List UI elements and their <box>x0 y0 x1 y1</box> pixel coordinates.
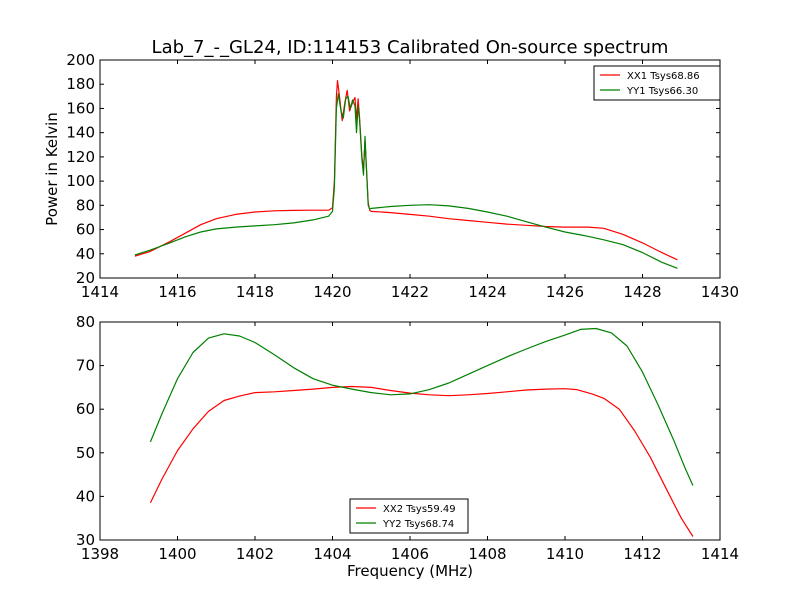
x-tick-label: 1420 <box>313 283 351 301</box>
legend-label: XX2 Tsys59.49 <box>383 504 456 515</box>
series-line-1 <box>149 385 694 537</box>
spectrum-panel-bottom: 1398 1400 1402 1404 1406 1408 1410 1412 1414 30 40… <box>76 313 739 580</box>
x-tick-label: 1414 <box>701 545 739 563</box>
y-tick-label: 200 <box>66 51 95 69</box>
legend-box <box>593 65 721 101</box>
legend-label: YY2 Tsys68.74 <box>382 519 454 530</box>
x-tick-label: 1422 <box>391 283 429 301</box>
y-tick-label: 60 <box>76 221 95 239</box>
x-tick-label: 1398 <box>81 545 119 563</box>
y-tick-label: 80 <box>76 196 95 214</box>
y-tick-label: 40 <box>76 245 95 263</box>
x-tick-label: 1402 <box>236 545 274 563</box>
y-tick-label: 50 <box>76 444 95 462</box>
x-tick-label: 1424 <box>468 283 506 301</box>
x-tick-label: 1400 <box>158 545 196 563</box>
x-tick-label: 1416 <box>158 283 196 301</box>
x-tick-label: 1428 <box>623 283 661 301</box>
legend-label: XX1 Tsys68.86 <box>627 71 700 82</box>
y-tick-label: 70 <box>76 357 95 375</box>
x-tick-label: 1410 <box>546 545 584 563</box>
y-tick-label: 20 <box>76 269 95 287</box>
y-tick-label: 120 <box>66 148 95 166</box>
series-line-2 <box>134 93 678 269</box>
y-tick-label: 160 <box>66 99 95 117</box>
x-tick-label: 1406 <box>391 545 429 563</box>
y-tick-label: 100 <box>66 172 95 190</box>
y-tick-label: 140 <box>66 124 95 142</box>
y-tick-label: 60 <box>76 400 95 418</box>
legend: XX1 Tsys68.86 YY1 Tsys66.30 <box>593 65 721 101</box>
x-tick-label: 1430 <box>701 283 739 301</box>
chart-title: Lab_7_-_GL24, ID:114153 Calibrated On-so… <box>152 37 669 58</box>
x-tick-label: 1418 <box>236 283 274 301</box>
y-tick-label: 180 <box>66 75 95 93</box>
legend: XX2 Tsys59.49 YY2 Tsys68.74 <box>349 498 469 534</box>
x-axis-label: Frequency (MHz) <box>347 562 473 580</box>
y-axis-label: Power in Kelvin <box>43 112 61 226</box>
y-tick-label: 40 <box>76 487 95 505</box>
series-line-2 <box>149 327 694 486</box>
y-tick-label: 30 <box>76 531 95 549</box>
x-tick-label: 1408 <box>468 545 506 563</box>
spectrum-panel-top: 1414 1416 1418 1420 1422 1424 1426 1428 1430 20 40… <box>43 51 739 301</box>
series-line-1 <box>134 80 678 261</box>
y-tick-label: 80 <box>76 313 95 331</box>
legend-label: YY1 Tsys66.30 <box>626 86 698 97</box>
x-tick-label: 1412 <box>623 545 661 563</box>
x-tick-label: 1404 <box>313 545 351 563</box>
x-tick-label: 1414 <box>81 283 119 301</box>
legend-box <box>349 498 469 534</box>
x-tick-label: 1426 <box>546 283 584 301</box>
